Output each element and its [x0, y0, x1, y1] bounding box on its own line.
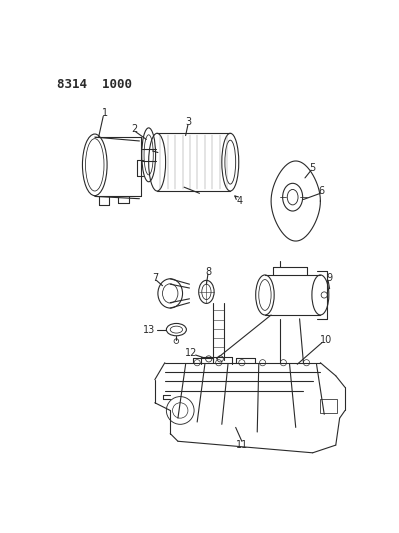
Text: 2: 2 [131, 124, 137, 134]
Text: 10: 10 [320, 335, 333, 345]
Text: 9: 9 [326, 273, 333, 283]
Text: 3: 3 [185, 117, 191, 127]
Text: 8: 8 [205, 267, 212, 277]
Text: 11: 11 [236, 440, 248, 450]
Text: 13: 13 [143, 325, 156, 335]
Text: 7: 7 [152, 273, 158, 283]
Text: 12: 12 [185, 348, 197, 358]
Text: 1: 1 [102, 108, 108, 118]
Bar [320, 399, 337, 413]
Text: 5: 5 [310, 163, 316, 173]
Text: 4: 4 [237, 196, 243, 206]
Text: 8314  1000: 8314 1000 [57, 78, 132, 91]
Text: 6: 6 [319, 186, 325, 196]
